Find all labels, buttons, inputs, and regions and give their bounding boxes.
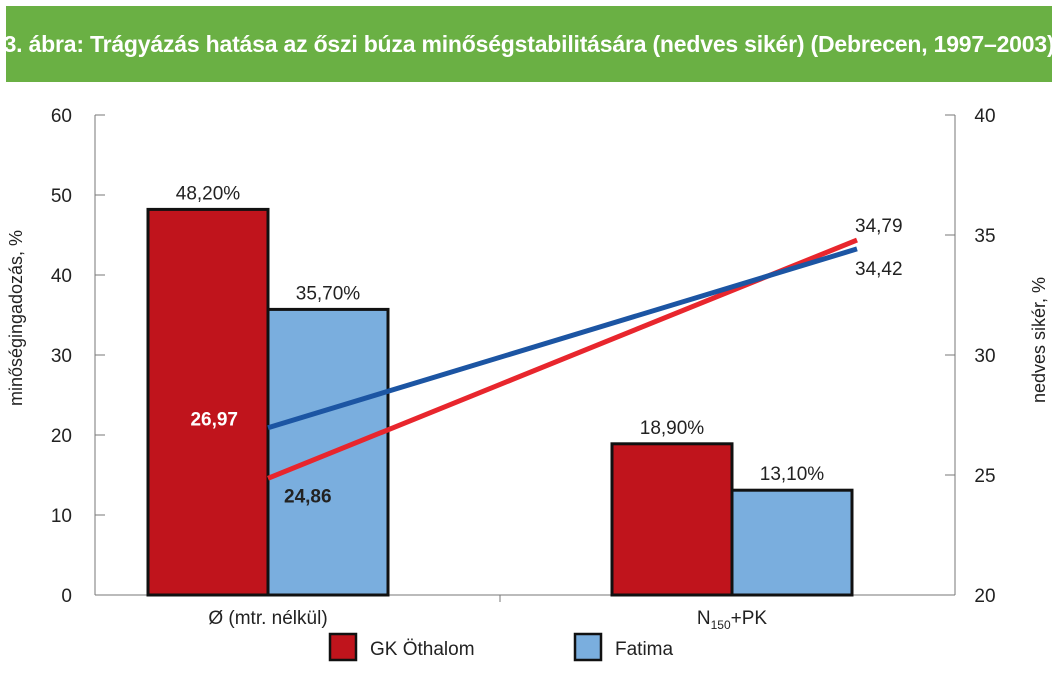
legend-swatch: [328, 632, 358, 662]
bar-value-label: 35,70%: [296, 283, 361, 304]
line-value-label: 34,79: [855, 216, 903, 237]
y-tick-label-right: 35: [974, 226, 995, 247]
y-tick-label-right: 40: [974, 106, 995, 127]
y-tick-label-right: 25: [974, 466, 995, 487]
bar-value-label: 48,20%: [176, 183, 241, 204]
legend-label: GK Öthalom: [370, 639, 475, 660]
y-axis-label-right: nedves sikér, %: [1029, 277, 1049, 403]
bar: [146, 207, 270, 597]
y-tick-label-left: 10: [51, 506, 72, 527]
line-value-label: 24,86: [284, 486, 332, 507]
y-tick-label-left: 30: [51, 346, 72, 367]
series-line: [267, 246, 858, 431]
y-tick-label-left: 40: [51, 266, 72, 287]
x-tick-label: N150+PK: [697, 608, 768, 632]
y-tick-label-right: 30: [974, 346, 995, 367]
bar-value-label: 13,10%: [760, 464, 825, 485]
legend-swatch: [573, 632, 603, 662]
legend-label: Fatima: [615, 639, 674, 660]
title-banner: 3. ábra: Trágyázás hatása az őszi búza m…: [3, 6, 1055, 82]
line-value-label: 34,42: [855, 259, 903, 280]
y-tick-label-right: 20: [974, 586, 995, 607]
line-value-label: 26,97: [190, 410, 238, 431]
bar: [610, 442, 734, 597]
y-tick-label-left: 50: [51, 186, 72, 207]
bar: [730, 488, 854, 597]
y-tick-label-left: 60: [51, 106, 72, 127]
y-tick-label-left: 0: [61, 586, 72, 607]
chart-title: 3. ábra: Trágyázás hatása az őszi búza m…: [3, 30, 1055, 57]
x-tick-label: Ø (mtr. nélkül): [208, 608, 327, 629]
y-tick-label-left: 20: [51, 426, 72, 447]
y-axis-label-left: minőségingadozás, %: [6, 230, 26, 406]
bar-value-label: 18,90%: [640, 418, 705, 439]
